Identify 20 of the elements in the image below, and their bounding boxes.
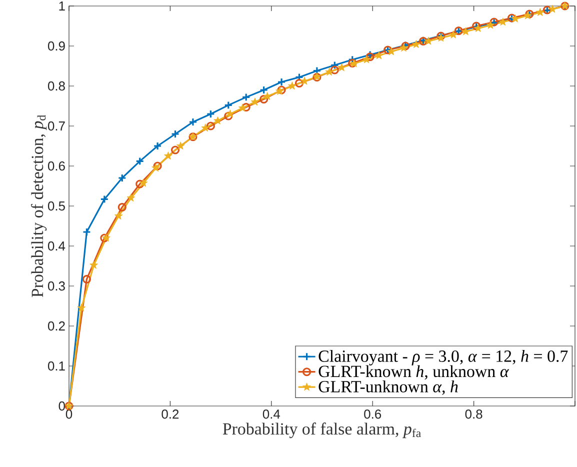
legend-label: GLRT-unknown α, h xyxy=(318,380,458,395)
y-tick-label: 0 xyxy=(58,401,65,411)
y-tick-label: 0.2 xyxy=(48,321,65,331)
x-axis-title: Probability of false alarm, p$_{fa}$ xyxy=(222,422,421,438)
legend-label: Clairvoyant - ρ = 3.0, α = 12, h = 0.7 xyxy=(318,350,568,366)
y-tick-label: 0.9 xyxy=(48,41,65,51)
y-tick-label: 0.3 xyxy=(48,281,65,291)
y-tick-label: 0.8 xyxy=(48,81,65,91)
y-tick-label: 0.1 xyxy=(48,361,65,371)
x-tick-label: 0.2 xyxy=(162,410,179,419)
y-tick-label: 0.6 xyxy=(48,161,65,171)
y-tick-label: 0.4 xyxy=(48,241,66,251)
y-axis-title: Probability of detection, p$_{d}$ xyxy=(31,115,47,298)
legend-label: GLRT-known h, unknown α xyxy=(318,365,510,380)
x-tick-label: 0.6 xyxy=(364,410,382,419)
x-tick-label: 0.8 xyxy=(465,410,482,419)
y-tick-label: 0.7 xyxy=(48,121,65,131)
y-tick-label: 1 xyxy=(59,2,65,10)
x-tick-label: 0.4 xyxy=(262,410,280,419)
y-tick-label: 0.5 xyxy=(48,201,65,211)
